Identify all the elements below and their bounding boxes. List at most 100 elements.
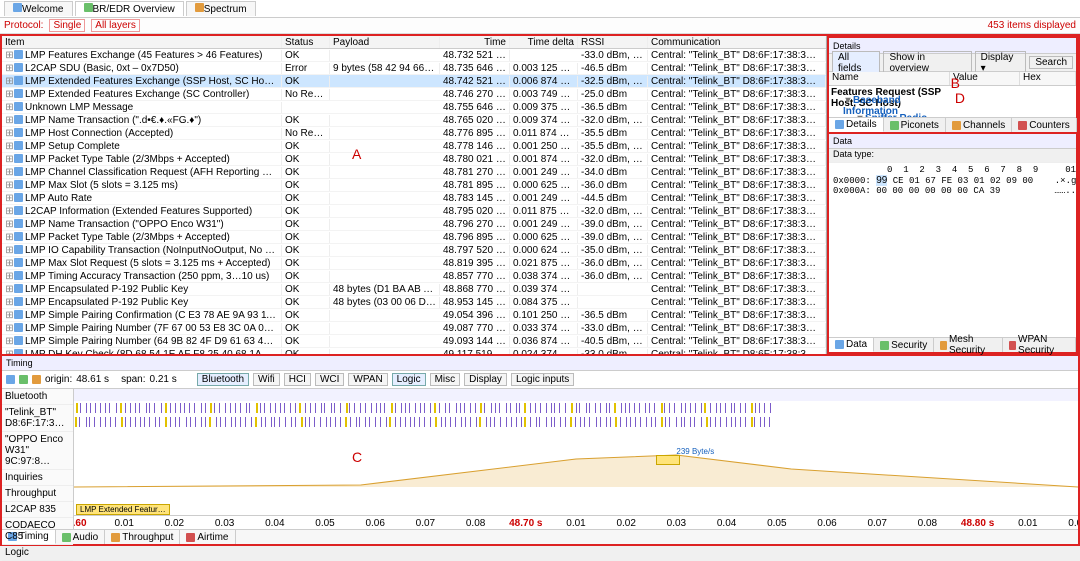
throughput-value: 239 Byte/s: [676, 447, 714, 456]
table-row[interactable]: ⊞LMP Simple Pairing Confirmation (C E3 7…: [2, 309, 826, 322]
grp-display[interactable]: Display: [464, 373, 507, 386]
table-row[interactable]: ⊞LMP Name Transaction ("OPPO Enco W31")O…: [2, 218, 826, 231]
grp-wpan[interactable]: WPAN: [348, 373, 387, 386]
tt-throughput[interactable]: Throughput: [105, 530, 180, 544]
tb-icon3[interactable]: [32, 375, 41, 384]
col-time[interactable]: Time: [440, 37, 510, 48]
timing-title: Timing: [2, 356, 1078, 371]
col-delta[interactable]: Time delta: [510, 37, 578, 48]
table-row[interactable]: ⊞LMP Simple Pairing Number (64 9B 82 4F …: [2, 335, 826, 348]
datatab-security[interactable]: Security: [874, 338, 934, 352]
filter-single[interactable]: Single: [49, 19, 85, 32]
track-oppo[interactable]: [74, 415, 1078, 429]
track-label[interactable]: Throughput: [2, 486, 73, 502]
table-row[interactable]: ⊞LMP Packet Type Table (2/3Mbps + Accept…: [2, 153, 826, 166]
details-allfields[interactable]: All fields: [832, 51, 880, 75]
tab-bredr[interactable]: BR/EDR Overview: [75, 1, 184, 16]
span-label: span:: [121, 374, 145, 385]
dt-piconets[interactable]: Piconets: [884, 118, 946, 132]
throughput-marker[interactable]: [656, 455, 680, 465]
table-row[interactable]: ⊞LMP Encapsulated P-192 Public KeyOK48 b…: [2, 283, 826, 296]
grp-hci[interactable]: HCI: [284, 373, 311, 386]
timing-panel: Timing origin: 48.61 s span: 0.21 s Blue…: [0, 356, 1080, 546]
grp-wci[interactable]: WCI: [315, 373, 344, 386]
tb-icon1[interactable]: [6, 375, 15, 384]
tab-spectrum[interactable]: Spectrum: [186, 1, 256, 16]
col-status[interactable]: Status: [282, 37, 330, 48]
origin-value: 48.61 s: [76, 374, 109, 385]
timing-ruler[interactable]: 48.600.010.020.030.040.050.060.070.0848.…: [74, 515, 1078, 529]
tb-icon2[interactable]: [19, 375, 28, 384]
main-area: A Item Status Payload Time Time delta RS…: [0, 34, 1080, 356]
track-label[interactable]: L2CAP 835: [2, 502, 73, 518]
track-label[interactable]: "OPPO Enco W31" 9C:97:8…: [2, 432, 73, 470]
table-row[interactable]: ⊞LMP DH Key Check (8D 68 54 1E AF F8 25 …: [2, 348, 826, 354]
track-label[interactable]: "Telink_BT" D8:6F:17:38…: [2, 405, 73, 432]
security-icon: [880, 341, 889, 350]
timing-canvas[interactable]: 239 Byte/s LMP Extended Featur… 48.600.0…: [74, 389, 1078, 529]
track-label[interactable]: Bluetooth: [2, 389, 73, 405]
col-rssi[interactable]: RSSI: [578, 37, 648, 48]
dt-counters[interactable]: Counters: [1012, 118, 1077, 132]
packet-table-body[interactable]: ⊞LMP Features Exchange (45 Features > 46…: [2, 49, 826, 354]
datatab-data[interactable]: Data: [829, 338, 874, 352]
table-row[interactable]: ⊞LMP Extended Features Exchange (SC Cont…: [2, 88, 826, 101]
spectrum-icon: [195, 3, 204, 12]
grp-logicinputs[interactable]: Logic inputs: [511, 373, 574, 386]
datatab-wpansec[interactable]: WPAN Security: [1003, 338, 1076, 352]
data-title: Data: [829, 134, 1076, 149]
table-row[interactable]: ⊞LMP Channel Classification Request (AFH…: [2, 166, 826, 179]
table-row[interactable]: ⊞LMP Features Exchange (45 Features > 46…: [2, 49, 826, 62]
items-displayed: 453 items displayed: [988, 20, 1076, 31]
dt-details[interactable]: Details: [829, 118, 884, 132]
table-row[interactable]: ⊞L2CAP Information (Extended Features Su…: [2, 205, 826, 218]
details-tree[interactable]: ▸LMP Extended Features Request (SSP Host…: [829, 86, 1076, 117]
tab-welcome[interactable]: Welcome: [4, 1, 73, 16]
table-row[interactable]: ⊞LMP Max Slot Request (5 slots = 3.125 m…: [2, 257, 826, 270]
grp-bluetooth[interactable]: Bluetooth: [197, 373, 249, 386]
tt-airtime[interactable]: Airtime: [180, 530, 235, 544]
col-payload[interactable]: Payload: [330, 37, 440, 48]
table-row[interactable]: ⊞LMP Timing Accuracy Transaction (250 pp…: [2, 270, 826, 283]
timing-toolbar: origin: 48.61 s span: 0.21 s Bluetooth W…: [2, 371, 1078, 389]
col-comm[interactable]: Communication: [648, 37, 826, 48]
data-type-label: Data type:: [829, 149, 1076, 163]
details-display[interactable]: Display ▾: [975, 51, 1027, 75]
timing-body: C Bluetooth"Telink_BT" D8:6F:17:38…"OPPO…: [2, 389, 1078, 529]
grp-wifi[interactable]: Wifi: [253, 373, 280, 386]
table-row[interactable]: ⊞LMP Simple Pairing Number (7F 67 00 53 …: [2, 322, 826, 335]
details-toolbar: All fields Show in overview Display ▾ Se…: [829, 54, 1076, 72]
track-label[interactable]: Logic: [2, 545, 73, 561]
table-row[interactable]: ⊞LMP Host Connection (Accepted)No Reque……: [2, 127, 826, 140]
protocol-filter-bar: Protocol: Single All layers 453 items di…: [0, 18, 1080, 34]
grp-logic[interactable]: Logic: [392, 373, 426, 386]
table-row[interactable]: ⊞Unknown LMP Message48.755 646 1250.009 …: [2, 101, 826, 114]
table-row[interactable]: ⊞LMP Extended Features Exchange (SSP Hos…: [2, 75, 826, 88]
tree-item[interactable]: ▾Baseband Information: [829, 99, 1076, 112]
packet-table-header: Item Status Payload Time Time delta RSSI…: [2, 36, 826, 49]
grp-misc[interactable]: Misc: [430, 373, 461, 386]
track-telink[interactable]: [74, 401, 1078, 415]
details-search[interactable]: Search: [1029, 56, 1073, 69]
protocol-label: Protocol:: [4, 20, 43, 31]
table-row[interactable]: ⊞LMP Encapsulated P-192 Public KeyOK48 b…: [2, 296, 826, 309]
track-throughput: 239 Byte/s: [74, 449, 1078, 489]
table-row[interactable]: ⊞LMP Max Slot (5 slots = 3.125 ms)OK48.7…: [2, 179, 826, 192]
table-row[interactable]: ⊞LMP Auto RateOK48.783 145 6250.001 249 …: [2, 192, 826, 205]
data-panel: D Data Data type: 0 1 2 3 4 5 6 7 8 9 01…: [827, 134, 1078, 354]
track-label[interactable]: Inquiries: [2, 470, 73, 486]
table-row[interactable]: ⊞LMP Setup CompleteOK48.778 146 1250.001…: [2, 140, 826, 153]
hex-view[interactable]: 0 1 2 3 4 5 6 7 8 9 0123456789 0x0000: 9…: [829, 163, 1076, 337]
table-row[interactable]: ⊞LMP Packet Type Table (2/3Mbps + Accept…: [2, 231, 826, 244]
timing-selection-tag[interactable]: LMP Extended Featur…: [76, 504, 170, 515]
col-item[interactable]: Item: [2, 37, 282, 48]
packet-table[interactable]: A Item Status Payload Time Time delta RS…: [2, 36, 826, 354]
table-row[interactable]: ⊞LMP IO Capability Transaction (NoInputN…: [2, 244, 826, 257]
details-overview[interactable]: Show in overview: [883, 51, 971, 75]
table-row[interactable]: ⊞L2CAP SDU (Basic, 0xt – 0x7D50)Error9 b…: [2, 62, 826, 75]
datatab-meshsec[interactable]: Mesh Security: [934, 338, 1003, 352]
filter-all-layers[interactable]: All layers: [91, 19, 140, 32]
dt-channels[interactable]: Channels: [946, 118, 1012, 132]
track-label[interactable]: CODAECO C85: [2, 518, 73, 545]
table-row[interactable]: ⊞LMP Name Transaction (".d•€.♦.«FG.♦")OK…: [2, 114, 826, 127]
